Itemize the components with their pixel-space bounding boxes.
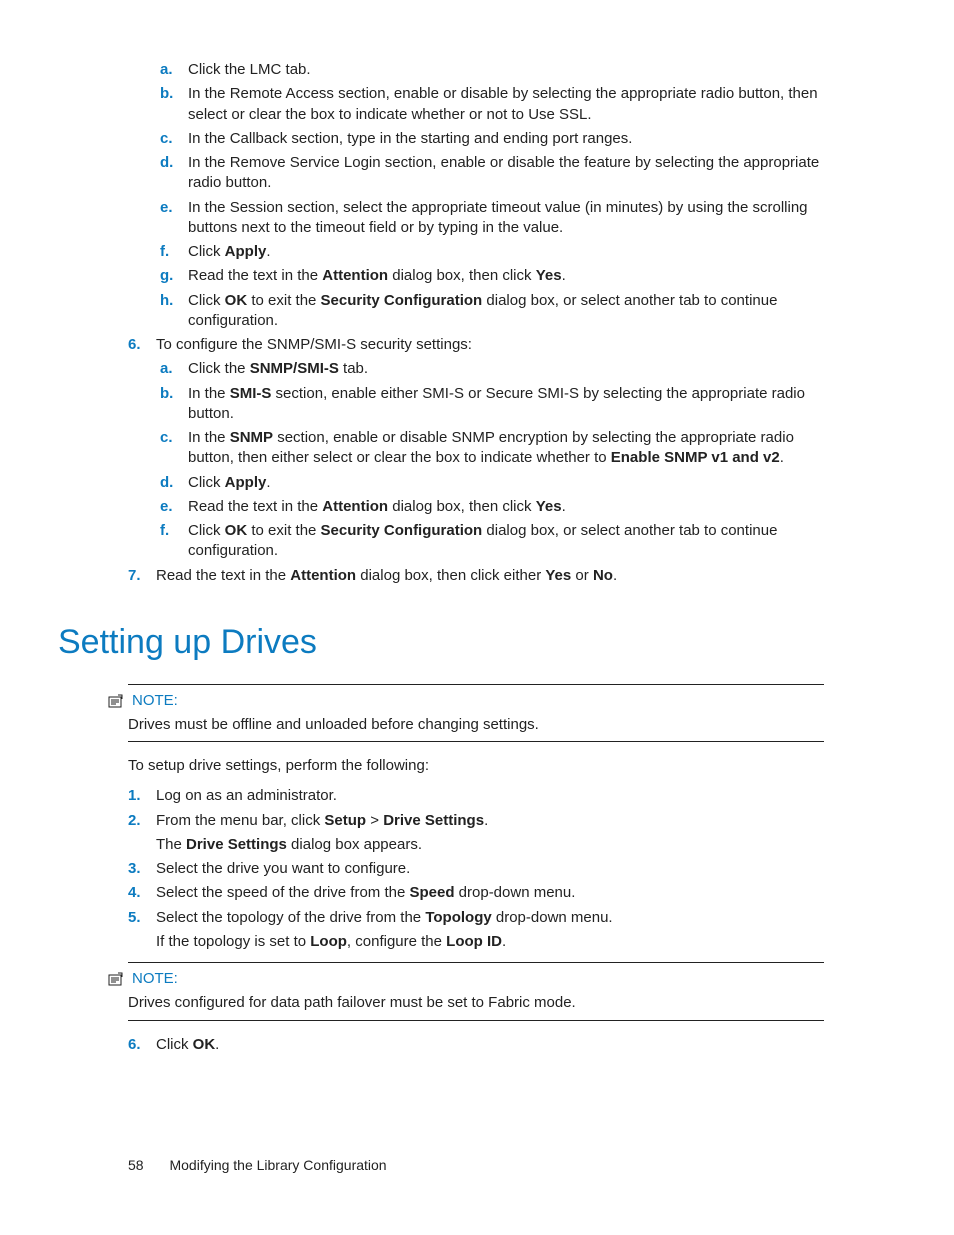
list-text: Select the speed of the drive from the S… — [156, 883, 824, 903]
list-marker: 4. — [128, 883, 156, 903]
step-text: Read the text in the Attention dialog bo… — [156, 566, 824, 586]
list-marker: 1. — [128, 786, 156, 806]
list-text: In the Remove Service Login section, ena… — [188, 153, 824, 194]
list-subtext: The Drive Settings dialog box appears. — [156, 835, 824, 855]
step-marker: 6. — [128, 1035, 156, 1055]
list-text: In the Session section, select the appro… — [188, 198, 824, 239]
list-item: f.Click OK to exit the Security Configur… — [160, 521, 824, 562]
step-text: To configure the SNMP/SMI-S security set… — [156, 335, 824, 355]
note-icon — [108, 972, 124, 986]
note-body: Drives configured for data path failover… — [128, 993, 824, 1013]
step-text: Click OK. — [156, 1035, 824, 1055]
note-head: NOTE: — [108, 969, 824, 989]
section-heading: Setting up Drives — [58, 620, 824, 666]
list-text: Select the drive you want to configure. — [156, 859, 824, 879]
divider — [128, 741, 824, 742]
list-item: h.Click OK to exit the Security Configur… — [160, 291, 824, 332]
list-item: g.Read the text in the Attention dialog … — [160, 266, 824, 286]
list-marker: e. — [160, 198, 188, 218]
step-6: 6. To configure the SNMP/SMI-S security … — [128, 335, 824, 355]
list-text: Click Apply. — [188, 242, 824, 262]
list-item: b.In the Remote Access section, enable o… — [160, 84, 824, 125]
divider — [128, 684, 824, 685]
list-item-sub: If the topology is set to Loop, configur… — [128, 932, 824, 952]
list-item: f.Click Apply. — [160, 242, 824, 262]
list-marker: b. — [160, 384, 188, 404]
step-6-container: 6. To configure the SNMP/SMI-S security … — [128, 335, 824, 355]
note-head: NOTE: — [108, 691, 824, 711]
note-icon — [108, 694, 124, 708]
list-text: From the menu bar, click Setup > Drive S… — [156, 811, 824, 831]
list-item: e.In the Session section, select the app… — [160, 198, 824, 239]
step-7-container: 7. Read the text in the Attention dialog… — [128, 566, 824, 586]
list-marker: c. — [160, 428, 188, 448]
list-text: In the Callback section, type in the sta… — [188, 129, 824, 149]
divider — [128, 962, 824, 963]
page-number: 58 — [128, 1157, 144, 1173]
list-text: Click OK to exit the Security Configurat… — [188, 521, 824, 562]
list-marker: f. — [160, 242, 188, 262]
list-text: Click the LMC tab. — [188, 60, 824, 80]
list-subtext: If the topology is set to Loop, configur… — [156, 932, 824, 952]
chapter-title: Modifying the Library Configuration — [169, 1157, 386, 1173]
list-marker: f. — [160, 521, 188, 541]
list-item: b.In the SMI-S section, enable either SM… — [160, 384, 824, 425]
list-item: e.Read the text in the Attention dialog … — [160, 497, 824, 517]
list-text: In the SNMP section, enable or disable S… — [188, 428, 824, 469]
list-item: 1.Log on as an administrator. — [128, 786, 824, 806]
list-item: a.Click the LMC tab. — [160, 60, 824, 80]
sub-list-snmp: a.Click the SNMP/SMI-S tab.b.In the SMI-… — [160, 359, 824, 561]
list-text: Click Apply. — [188, 473, 824, 493]
list-item: c.In the Callback section, type in the s… — [160, 129, 824, 149]
note-title: NOTE: — [132, 691, 178, 711]
list-text: In the Remote Access section, enable or … — [188, 84, 824, 125]
list-marker: h. — [160, 291, 188, 311]
list-item: 3.Select the drive you want to configure… — [128, 859, 824, 879]
note-body: Drives must be offline and unloaded befo… — [128, 715, 824, 735]
list-text: Read the text in the Attention dialog bo… — [188, 266, 824, 286]
list-text: Read the text in the Attention dialog bo… — [188, 497, 824, 517]
list-item: c.In the SNMP section, enable or disable… — [160, 428, 824, 469]
list-item: a.Click the SNMP/SMI-S tab. — [160, 359, 824, 379]
step-ok: 6. Click OK. — [128, 1035, 824, 1055]
list-marker: d. — [160, 153, 188, 173]
list-marker: d. — [160, 473, 188, 493]
list-marker: g. — [160, 266, 188, 286]
list-text: Log on as an administrator. — [156, 786, 824, 806]
step-marker: 6. — [128, 335, 156, 355]
list-marker: e. — [160, 497, 188, 517]
step-7: 7. Read the text in the Attention dialog… — [128, 566, 824, 586]
note-title: NOTE: — [132, 969, 178, 989]
list-item: d.Click Apply. — [160, 473, 824, 493]
list-item-sub: The Drive Settings dialog box appears. — [128, 835, 824, 855]
list-item: 5.Select the topology of the drive from … — [128, 908, 824, 928]
drive-steps-list: 1.Log on as an administrator.2.From the … — [128, 786, 824, 952]
note-block-2: NOTE: Drives configured for data path fa… — [128, 962, 824, 1021]
step-ok-container: 6. Click OK. — [128, 1035, 824, 1055]
list-text: In the SMI-S section, enable either SMI-… — [188, 384, 824, 425]
list-marker: 3. — [128, 859, 156, 879]
list-marker: 2. — [128, 811, 156, 831]
list-item: 2.From the menu bar, click Setup > Drive… — [128, 811, 824, 831]
page-footer: 58 Modifying the Library Configuration — [128, 1156, 387, 1175]
list-marker: a. — [160, 60, 188, 80]
step-marker: 7. — [128, 566, 156, 586]
list-marker: b. — [160, 84, 188, 104]
list-text: Click OK to exit the Security Configurat… — [188, 291, 824, 332]
list-marker: a. — [160, 359, 188, 379]
divider — [128, 1020, 824, 1021]
document-page: a.Click the LMC tab.b.In the Remote Acce… — [0, 0, 954, 1235]
list-text: Select the topology of the drive from th… — [156, 908, 824, 928]
note-block-1: NOTE: Drives must be offline and unloade… — [128, 684, 824, 743]
list-marker: c. — [160, 129, 188, 149]
list-text: Click the SNMP/SMI-S tab. — [188, 359, 824, 379]
sub-list-lmc: a.Click the LMC tab.b.In the Remote Acce… — [160, 60, 824, 331]
list-item: d.In the Remove Service Login section, e… — [160, 153, 824, 194]
list-item: 4.Select the speed of the drive from the… — [128, 883, 824, 903]
list-marker: 5. — [128, 908, 156, 928]
intro-text: To setup drive settings, perform the fol… — [128, 756, 824, 776]
